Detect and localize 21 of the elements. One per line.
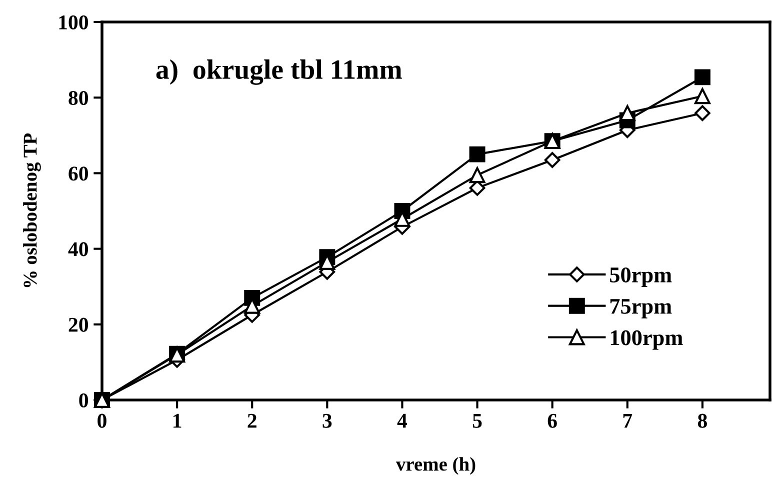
y-tick-label: 60 <box>68 166 88 181</box>
text: a) okrugle tbl 11mm <box>156 59 402 85</box>
y-axis-title: % oslobodenog TP <box>23 133 41 288</box>
x-axis-title: vreme (h) <box>396 457 476 475</box>
x-tick-label: 6 <box>548 414 557 428</box>
x-tick-label: 5 <box>472 414 482 428</box>
legend-label: 75rpm <box>610 299 672 318</box>
x-tick-label: 3 <box>322 414 332 428</box>
y-tick-label: 100 <box>59 15 88 30</box>
x-tick-label: 8 <box>698 414 707 428</box>
x-tick-label: 7 <box>623 414 632 428</box>
legend-label: 50rpm <box>610 267 672 287</box>
x-tick-label: 4 <box>397 414 408 428</box>
x-tick-label: 2 <box>248 414 256 428</box>
y-tick-label: 80 <box>68 90 88 106</box>
legend-label: 100rpm <box>610 330 683 350</box>
x-tick-label: 1 <box>174 414 182 428</box>
y-tick-label: 40 <box>68 242 88 256</box>
x-tick-label: 0 <box>98 414 106 428</box>
y-tick-label: 0 <box>79 393 88 408</box>
y-tick-label: 20 <box>68 318 88 332</box>
